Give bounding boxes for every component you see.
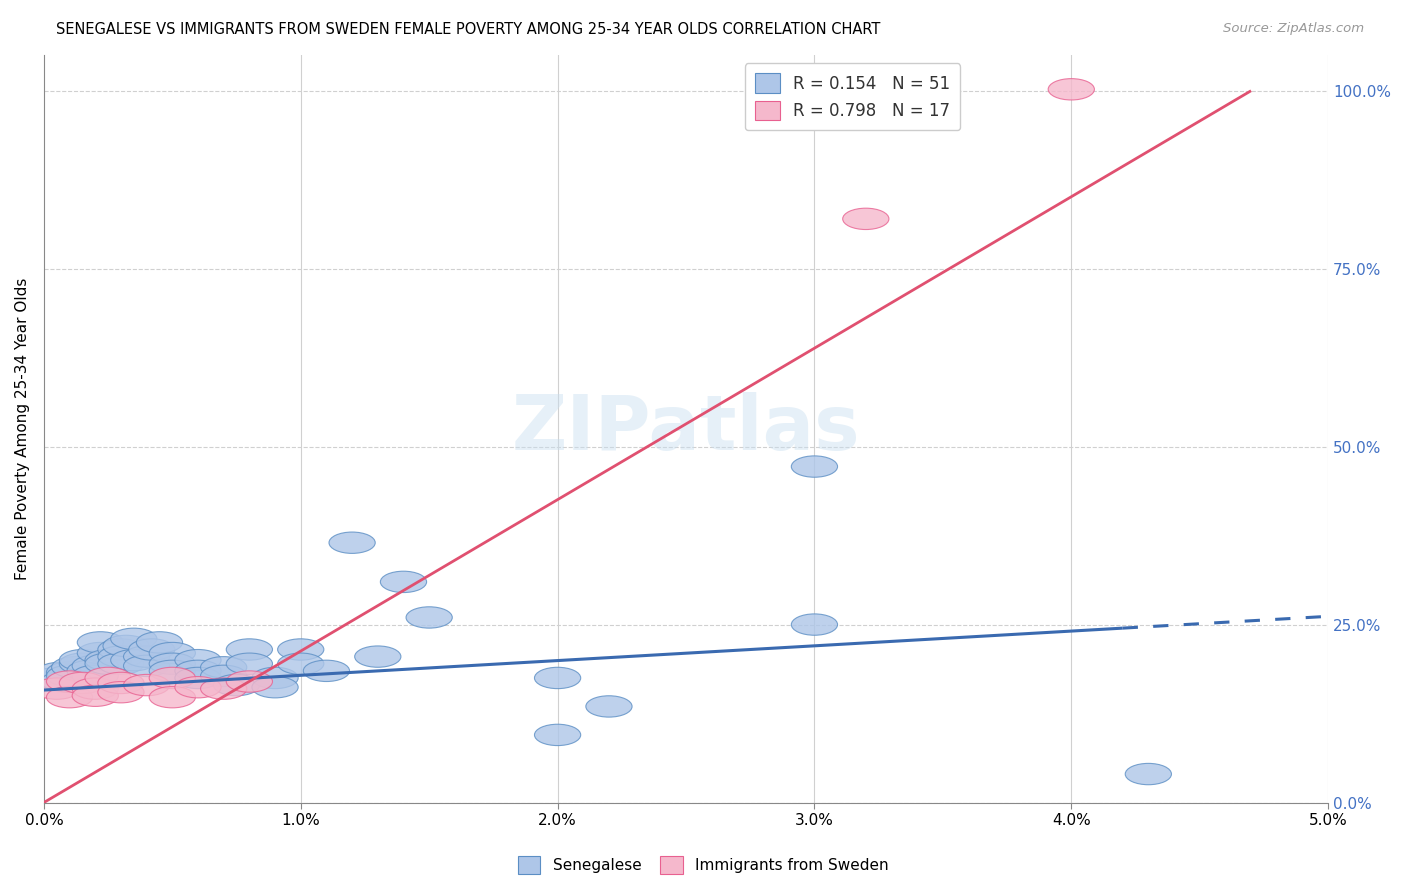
Ellipse shape <box>304 660 350 681</box>
Ellipse shape <box>72 656 118 676</box>
Ellipse shape <box>59 673 105 694</box>
Ellipse shape <box>136 632 183 653</box>
Y-axis label: Female Poverty Among 25-34 Year Olds: Female Poverty Among 25-34 Year Olds <box>15 277 30 580</box>
Ellipse shape <box>149 653 195 674</box>
Ellipse shape <box>67 660 114 681</box>
Ellipse shape <box>59 653 105 674</box>
Ellipse shape <box>174 676 221 698</box>
Ellipse shape <box>46 671 93 692</box>
Ellipse shape <box>201 665 247 687</box>
Ellipse shape <box>277 639 323 660</box>
Ellipse shape <box>84 653 131 674</box>
Ellipse shape <box>46 665 93 687</box>
Text: SENEGALESE VS IMMIGRANTS FROM SWEDEN FEMALE POVERTY AMONG 25-34 YEAR OLDS CORREL: SENEGALESE VS IMMIGRANTS FROM SWEDEN FEM… <box>56 22 880 37</box>
Ellipse shape <box>149 687 195 708</box>
Legend: R = 0.154   N = 51, R = 0.798   N = 17: R = 0.154 N = 51, R = 0.798 N = 17 <box>745 63 960 130</box>
Ellipse shape <box>792 614 838 635</box>
Ellipse shape <box>41 671 87 692</box>
Ellipse shape <box>103 635 149 657</box>
Ellipse shape <box>226 639 273 660</box>
Ellipse shape <box>252 667 298 689</box>
Ellipse shape <box>37 662 83 683</box>
Ellipse shape <box>98 673 143 694</box>
Ellipse shape <box>201 657 247 678</box>
Ellipse shape <box>34 678 80 699</box>
Ellipse shape <box>46 662 93 683</box>
Ellipse shape <box>1125 764 1171 785</box>
Ellipse shape <box>1047 78 1094 100</box>
Ellipse shape <box>277 653 323 674</box>
Ellipse shape <box>124 674 170 696</box>
Ellipse shape <box>586 696 633 717</box>
Ellipse shape <box>34 667 80 689</box>
Text: Source: ZipAtlas.com: Source: ZipAtlas.com <box>1223 22 1364 36</box>
Ellipse shape <box>174 649 221 671</box>
Ellipse shape <box>111 649 157 671</box>
Ellipse shape <box>354 646 401 667</box>
Ellipse shape <box>149 642 195 664</box>
Ellipse shape <box>72 665 118 687</box>
Ellipse shape <box>534 724 581 746</box>
Ellipse shape <box>174 667 221 689</box>
Ellipse shape <box>174 660 221 681</box>
Ellipse shape <box>84 667 131 689</box>
Ellipse shape <box>792 456 838 477</box>
Ellipse shape <box>129 639 174 660</box>
Ellipse shape <box>329 532 375 553</box>
Ellipse shape <box>226 671 273 692</box>
Ellipse shape <box>124 656 170 676</box>
Ellipse shape <box>98 646 143 667</box>
Ellipse shape <box>77 642 124 664</box>
Ellipse shape <box>52 657 98 678</box>
Ellipse shape <box>201 678 247 699</box>
Legend: Senegalese, Immigrants from Sweden: Senegalese, Immigrants from Sweden <box>512 850 894 880</box>
Ellipse shape <box>252 676 298 698</box>
Ellipse shape <box>72 678 118 699</box>
Ellipse shape <box>111 628 157 649</box>
Ellipse shape <box>406 607 453 628</box>
Ellipse shape <box>98 681 143 703</box>
Ellipse shape <box>534 667 581 689</box>
Ellipse shape <box>98 639 143 660</box>
Ellipse shape <box>381 571 426 592</box>
Ellipse shape <box>214 674 260 696</box>
Ellipse shape <box>226 653 273 674</box>
Ellipse shape <box>124 646 170 667</box>
Ellipse shape <box>149 667 195 689</box>
Ellipse shape <box>77 632 124 653</box>
Ellipse shape <box>46 687 93 708</box>
Ellipse shape <box>842 208 889 229</box>
Ellipse shape <box>72 685 118 706</box>
Ellipse shape <box>59 649 105 671</box>
Ellipse shape <box>84 649 131 671</box>
Ellipse shape <box>149 660 195 681</box>
Text: ZIPatlas: ZIPatlas <box>512 392 860 466</box>
Ellipse shape <box>98 653 143 674</box>
